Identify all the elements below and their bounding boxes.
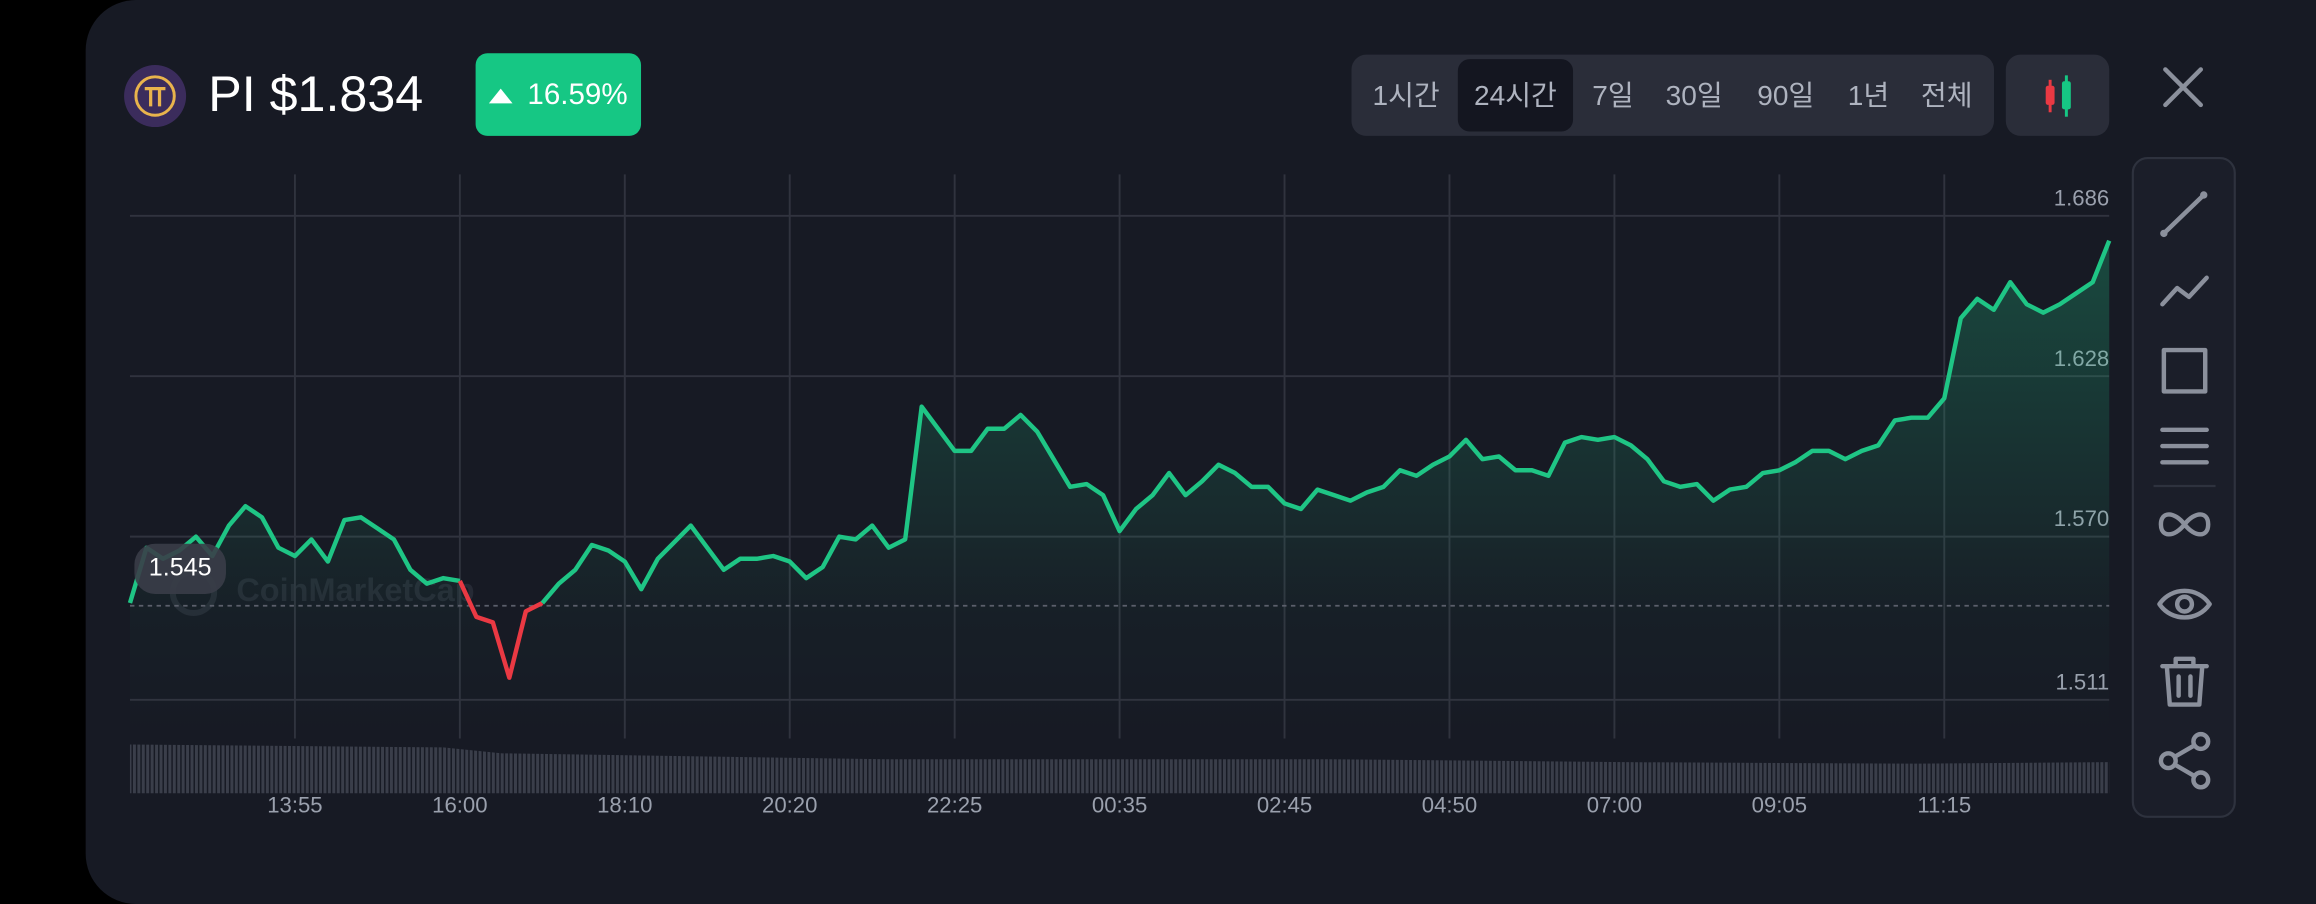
chart-type-button[interactable] (2005, 54, 2110, 136)
x-tick-label: 00:35 (1092, 792, 1147, 817)
candle-green (2061, 81, 2071, 110)
price-line-down (457, 579, 544, 680)
x-tick-label: 11:15 (1917, 792, 1971, 817)
x-tick-label: 16:00 (432, 792, 487, 817)
toolbar (2131, 156, 2236, 818)
x-tick-label: 20:20 (762, 792, 817, 817)
up-triangle (488, 88, 513, 104)
timeframe-option[interactable]: 1시간 (1373, 80, 1440, 111)
tool-magnet[interactable] (2158, 512, 2211, 537)
close-button[interactable] (2163, 67, 2204, 108)
tool-rectangle[interactable] (2161, 347, 2208, 394)
baseline-label: 1.545 (149, 553, 212, 581)
change-text: 16.59% (527, 78, 627, 111)
x-tick-label: 09:05 (1752, 792, 1807, 817)
tool-share[interactable] (2158, 731, 2211, 790)
timeframe-option[interactable]: 90일 (1757, 80, 1814, 111)
x-tick-label: 04:50 (1422, 792, 1477, 817)
price-area (129, 240, 2110, 739)
candle-red (2045, 85, 2055, 105)
tool-visibility[interactable] (2157, 588, 2212, 620)
x-tick-label: 02:45 (1257, 792, 1312, 817)
coin-logo-ring (134, 75, 176, 117)
tool-fib[interactable] (2160, 427, 2209, 465)
price-line-up (540, 239, 2112, 605)
y-tick-label: 1.686 (2054, 185, 2109, 210)
timeframe-selected[interactable] (1457, 59, 1574, 132)
coin-logo-pi (144, 87, 166, 107)
tool-trendline[interactable] (2160, 191, 2208, 238)
price-title: PI $1.834 (208, 66, 423, 122)
tool-polyline[interactable] (2160, 275, 2209, 307)
baseline-pill (134, 543, 226, 594)
timeframe-option[interactable]: 1년 (1848, 80, 1889, 111)
x-tick-label: 13:55 (267, 792, 322, 817)
coin-logo (124, 65, 187, 128)
x-tick-label: 22:25 (927, 792, 982, 817)
tool-delete[interactable] (2160, 656, 2209, 707)
volume-strip (129, 744, 2110, 794)
change-badge (475, 53, 642, 136)
chart: CoinMarketCap1.5111.5701.6281.68613:5516… (127, 174, 2112, 817)
timeframe-option[interactable]: 7일 (1592, 80, 1633, 111)
x-tick-label: 18:10 (597, 792, 652, 817)
x-tick-label: 07:00 (1587, 792, 1642, 817)
timeframe-option[interactable]: 전체 (1921, 80, 1973, 111)
timeframe-option[interactable]: 24시간 (1474, 80, 1557, 111)
timeframe-option[interactable]: 30일 (1666, 80, 1723, 111)
